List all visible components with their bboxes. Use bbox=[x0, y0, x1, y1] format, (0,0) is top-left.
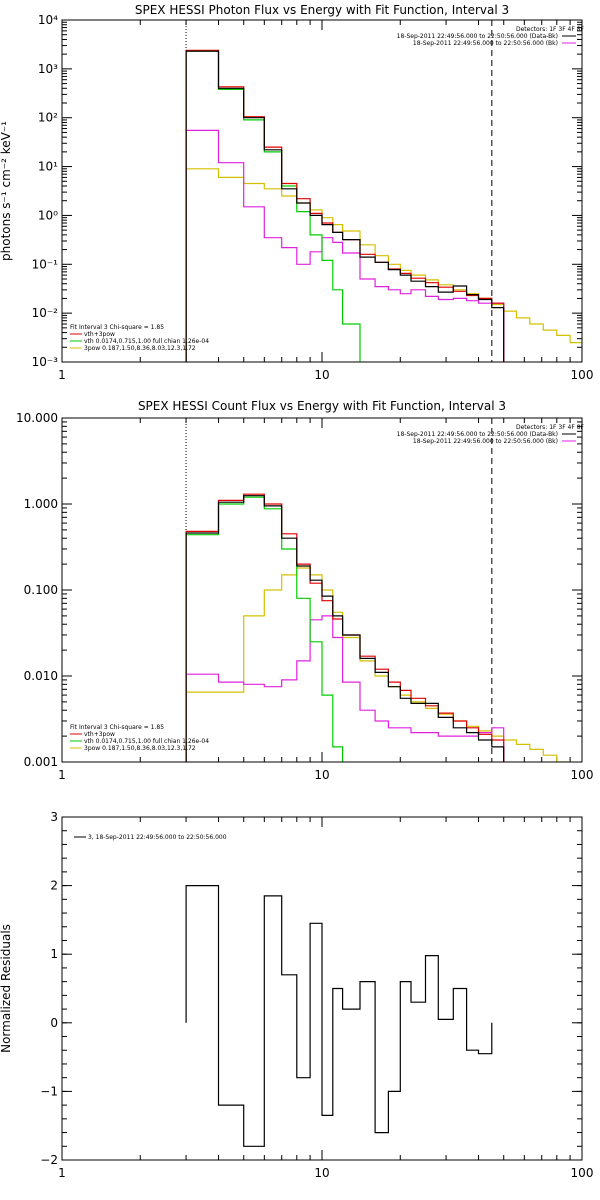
series-line-2 bbox=[185, 129, 505, 362]
x-tick-label: 100 bbox=[571, 1166, 594, 1180]
legend-header: Fit Interval 3 Chi-square = 1.85 bbox=[70, 324, 164, 331]
legend-entry: 3pow 0.187,1.50,8.36,8.03,12.3,1.72 bbox=[84, 345, 196, 352]
plot-frame bbox=[61, 816, 583, 1161]
y-tick-label: 10⁰ bbox=[38, 208, 58, 222]
legend-entry: vth+3pow bbox=[84, 731, 115, 738]
x-tick-label: 1 bbox=[58, 368, 66, 382]
legend-header: Detectors: 1F 3F 4F 8F bbox=[516, 424, 585, 431]
x-tick-label: 100 bbox=[571, 368, 594, 382]
legend-header: Fit Interval 3 Chi-square = 1.85 bbox=[70, 724, 164, 731]
chart-title: SPEX HESSI Count Flux vs Energy with Fit… bbox=[138, 399, 506, 413]
y-tick-label: 2 bbox=[50, 879, 58, 893]
x-tick-label: 100 bbox=[571, 768, 594, 782]
y-tick-label: 10⁻³ bbox=[32, 355, 59, 369]
legend-entry: 18-Sep-2011 22:49:56.000 to 22:50:56.000… bbox=[397, 431, 558, 438]
chart-panel-1: SPEX HESSI Photon Flux vs Energy with Fi… bbox=[0, 3, 594, 382]
plot-frame bbox=[61, 19, 583, 363]
legend-entry: 18-Sep-2011 22:49:56.000 to 22:50:56.000… bbox=[397, 33, 558, 40]
y-tick-label: 10⁻² bbox=[32, 306, 59, 320]
series-line-1 bbox=[185, 495, 505, 762]
series-line-4 bbox=[185, 496, 344, 762]
legend-header: Detectors: 1F 3F 4F 8F bbox=[516, 26, 585, 33]
chart-title: SPEX HESSI Photon Flux vs Energy with Fi… bbox=[135, 3, 509, 17]
x-tick-label: 10 bbox=[314, 368, 329, 382]
y-axis-label: photons s⁻¹ cm⁻² keV⁻¹ bbox=[0, 121, 13, 261]
chart-panel-3: 1 10 100 −2 −1 0 1 2 3 Normalized Residuals 3, 18-… bbox=[0, 810, 593, 1180]
legend-entry: 18-Sep-2011 22:49:56.000 to 22:50:56.000… bbox=[413, 40, 558, 47]
legend-entry: vth+3pow bbox=[84, 331, 115, 338]
series-line-5 bbox=[185, 168, 582, 362]
x-tick-label: 10 bbox=[314, 1166, 329, 1180]
series-line-4 bbox=[185, 50, 361, 362]
y-tick-label: 0.100 bbox=[24, 583, 58, 597]
legend-entry: vth 0.0174,0.715,1.00 full chian 1.26e-0… bbox=[84, 738, 209, 745]
legend-entry: 3, 18-Sep-2011 22:49:56.000 to 22:50:56.… bbox=[88, 834, 227, 841]
legend-entry: 3pow 0.187,1.50,8.36,8.03,12.3,1.72 bbox=[84, 745, 196, 752]
y-tick-label: 10⁴ bbox=[38, 13, 58, 27]
series-line-3 bbox=[185, 493, 505, 762]
y-tick-label: −1 bbox=[40, 1084, 58, 1098]
y-tick-label: 1.000 bbox=[24, 497, 58, 511]
legend-entry: 18-Sep-2011 22:49:56.000 to 22:50:56.000… bbox=[413, 438, 558, 445]
y-tick-label: 0 bbox=[50, 1016, 58, 1030]
y-axis-label: Normalized Residuals bbox=[0, 924, 13, 1053]
y-tick-label: 1 bbox=[50, 947, 58, 961]
y-tick-label: 0.001 bbox=[24, 755, 58, 769]
series-line-3 bbox=[185, 49, 505, 362]
y-tick-label: 0.010 bbox=[24, 669, 58, 683]
y-tick-label: 10⁻¹ bbox=[32, 257, 59, 271]
y-tick-label: −2 bbox=[40, 1153, 58, 1167]
y-tick-label: 10¹ bbox=[38, 160, 58, 174]
x-tick-label: 10 bbox=[314, 768, 329, 782]
series-line-5 bbox=[185, 567, 571, 762]
x-tick-label: 1 bbox=[58, 768, 66, 782]
legend-entry: vth 0.0174,0.715,1.00 full chian 1.26e-0… bbox=[84, 338, 209, 345]
series-line-2 bbox=[185, 615, 505, 762]
y-tick-label: 10³ bbox=[38, 62, 58, 76]
y-tick-label: 10² bbox=[38, 111, 58, 125]
series-line-1 bbox=[185, 885, 493, 1147]
series-line-1 bbox=[185, 50, 505, 362]
y-tick-label: 3 bbox=[50, 810, 58, 824]
x-tick-label: 1 bbox=[58, 1166, 66, 1180]
chart-panel-2: SPEX HESSI Count Flux vs Energy with Fit… bbox=[16, 399, 594, 782]
y-tick-label: 10.000 bbox=[16, 411, 58, 425]
plot-frame bbox=[61, 417, 583, 763]
